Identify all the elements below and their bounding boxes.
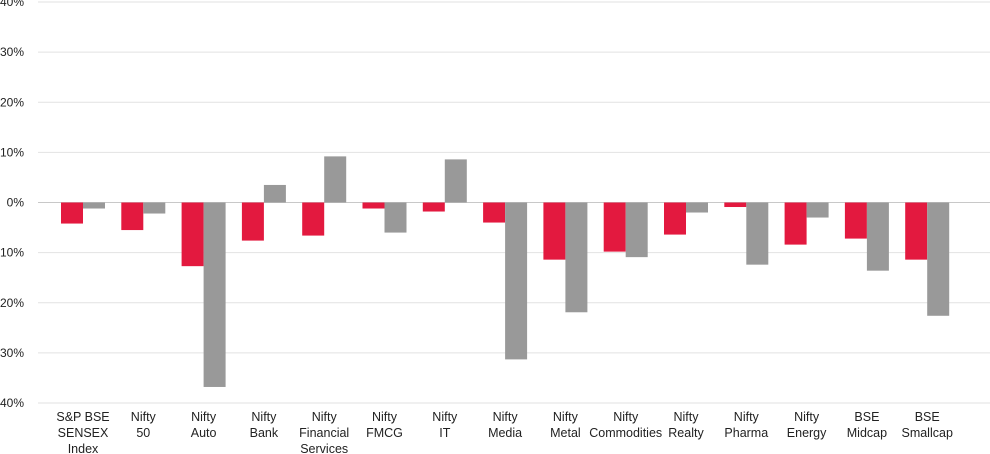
bar: [565, 202, 588, 313]
bar: [422, 202, 445, 212]
bar: [384, 202, 407, 233]
x-category-label-line: Nifty: [553, 410, 579, 424]
bar: [844, 202, 867, 239]
x-category-label-line: Pharma: [724, 426, 768, 440]
y-tick-label: 0%: [7, 196, 25, 210]
x-category-label-line: Nifty: [191, 410, 217, 424]
x-category-label-line: IT: [439, 426, 450, 440]
x-category-label: BSE Smallcap: [901, 410, 952, 440]
x-category-label-line: Metal: [550, 426, 581, 440]
bar: [625, 202, 648, 258]
y-tick-label: 30%: [0, 45, 24, 59]
bar: [686, 202, 708, 213]
x-category-label-line: Index: [68, 442, 99, 454]
x-category-label-line: Nifty: [734, 410, 760, 424]
x-category-label-line: Realty: [668, 426, 704, 440]
x-category-label-line: Nifty: [312, 410, 338, 424]
x-category-label-line: Nifty: [493, 410, 519, 424]
x-category-label-line: Nifty: [432, 410, 458, 424]
y-tick-label: 10%: [0, 145, 24, 159]
x-axis-category-labels: S&P BSE SENSEX Index Nifty 50 Nifty Auto Nifty B…: [56, 410, 953, 454]
y-tick-label: 20%: [0, 95, 24, 109]
bar: [121, 202, 144, 231]
x-category-label: Nifty Energy: [787, 410, 827, 440]
x-category-label-line: BSE: [915, 410, 940, 424]
x-category-label-line: S&P BSE: [56, 410, 109, 424]
bar: [241, 202, 264, 241]
x-category-label: Nifty Pharma: [724, 410, 768, 440]
x-category-label: Nifty Media: [488, 410, 522, 440]
x-category-label: Nifty IT: [432, 410, 458, 440]
x-category-label-line: Nifty: [131, 410, 157, 424]
bar: [181, 202, 204, 267]
bar: [263, 184, 286, 203]
y-tick-label: -10%: [0, 246, 24, 260]
bar: [746, 202, 769, 265]
bar: [784, 202, 807, 245]
bar: [806, 202, 829, 218]
x-category-label-line: Media: [488, 426, 522, 440]
bar: [905, 202, 928, 260]
x-category-label-line: SENSEX: [58, 426, 109, 440]
x-category-label-line: BSE: [854, 410, 879, 424]
x-category-label: Nifty Financial Services: [299, 410, 349, 454]
bar: [543, 202, 566, 260]
x-category-label-line: Energy: [787, 426, 827, 440]
x-category-label-line: Nifty: [613, 410, 639, 424]
y-axis-tick-labels: 40% 30% 20% 10% 0% -10% -20% -30% -40%: [0, 0, 24, 410]
x-category-label-line: Bank: [250, 426, 279, 440]
bar: [61, 202, 83, 224]
bar: [866, 202, 889, 271]
bar: [362, 202, 385, 209]
bar: [83, 202, 105, 209]
bar: [603, 202, 626, 252]
x-category-label: Nifty FMCG: [366, 410, 403, 440]
x-category-label-line: Nifty: [372, 410, 398, 424]
x-category-label: Nifty Auto: [191, 410, 217, 440]
y-tick-label: -20%: [0, 296, 24, 310]
x-category-label: Nifty Commodities: [589, 410, 662, 440]
x-category-label: S&P BSE SENSEX Index: [56, 410, 109, 454]
bar: [143, 202, 166, 214]
y-tick-label: -30%: [0, 346, 24, 360]
bar: [324, 156, 347, 203]
bar: [724, 202, 747, 208]
x-category-label-line: Midcap: [847, 426, 887, 440]
x-category-label-line: Services: [300, 442, 348, 454]
x-category-label-line: 50: [136, 426, 150, 440]
x-category-label: BSE Midcap: [847, 410, 887, 440]
bar: [505, 202, 528, 360]
x-category-label-line: Nifty: [674, 410, 700, 424]
x-category-label-line: Smallcap: [901, 426, 952, 440]
bars: [61, 156, 950, 387]
bar: [483, 202, 506, 223]
x-category-label-line: Financial: [299, 426, 349, 440]
y-tick-label: -40%: [0, 396, 24, 410]
x-category-label: Nifty Realty: [668, 410, 704, 440]
bar: [302, 202, 325, 236]
x-category-label-line: Nifty: [794, 410, 820, 424]
y-tick-label: 40%: [0, 0, 24, 9]
x-category-label: Nifty Metal: [550, 410, 581, 440]
bar: [664, 202, 686, 235]
bar: [927, 202, 950, 316]
x-category-label-line: Nifty: [251, 410, 277, 424]
bar: [203, 202, 226, 387]
x-category-label-line: FMCG: [366, 426, 403, 440]
x-category-label: Nifty 50: [131, 410, 157, 440]
x-category-label-line: Auto: [191, 426, 217, 440]
bar: [444, 159, 467, 203]
x-category-label-line: Commodities: [589, 426, 662, 440]
x-category-label: Nifty Bank: [250, 410, 279, 440]
